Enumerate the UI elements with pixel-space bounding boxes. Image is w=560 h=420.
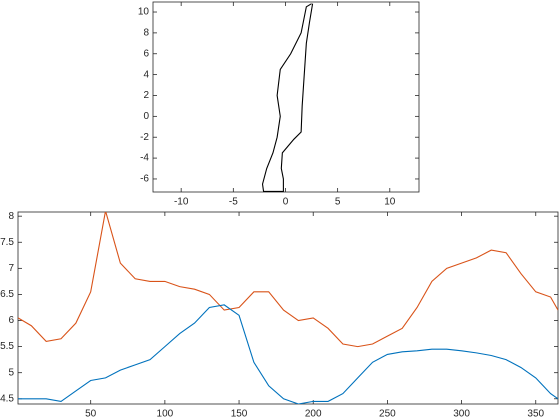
x-tick-label: 10 xyxy=(384,197,396,208)
x-tick-label: 200 xyxy=(305,409,322,420)
x-tick-label: -5 xyxy=(229,197,238,208)
y-tick-label: 6 xyxy=(8,315,14,326)
axes-frame xyxy=(152,1,420,193)
data-line xyxy=(261,3,314,192)
y-tick-label: 10 xyxy=(138,7,150,18)
y-tick-label: 7 xyxy=(8,263,14,274)
y-tick-label: -2 xyxy=(140,132,149,143)
y-tick-label: 4.5 xyxy=(0,393,14,404)
x-tick-label: 150 xyxy=(231,409,248,420)
y-tick-label: 5 xyxy=(8,367,14,378)
x-tick-label: 50 xyxy=(85,409,97,420)
y-tick-label: 0 xyxy=(143,111,149,122)
y-tick-label: 7.5 xyxy=(0,237,14,248)
x-tick-label: 100 xyxy=(157,409,174,420)
y-tick-label: 6.5 xyxy=(0,289,14,300)
x-tick-label: 350 xyxy=(527,409,544,420)
x-tick-label: 0 xyxy=(283,197,289,208)
y-tick-label: 8 xyxy=(8,211,14,222)
data-line xyxy=(18,304,558,404)
data-line xyxy=(18,212,558,348)
x-tick-label: -10 xyxy=(174,197,189,208)
y-tick-label: 8 xyxy=(143,28,149,39)
x-tick-label: 250 xyxy=(379,409,396,420)
y-tick-label: -6 xyxy=(140,174,149,185)
axes-frame xyxy=(17,211,559,405)
y-tick-label: 5.5 xyxy=(0,341,14,352)
x-tick-label: 5 xyxy=(335,197,341,208)
y-tick-label: 2 xyxy=(143,90,149,101)
y-tick-label: 6 xyxy=(143,48,149,59)
y-tick-label: -4 xyxy=(140,153,149,164)
y-tick-label: 4 xyxy=(143,69,149,80)
x-tick-label: 300 xyxy=(453,409,470,420)
